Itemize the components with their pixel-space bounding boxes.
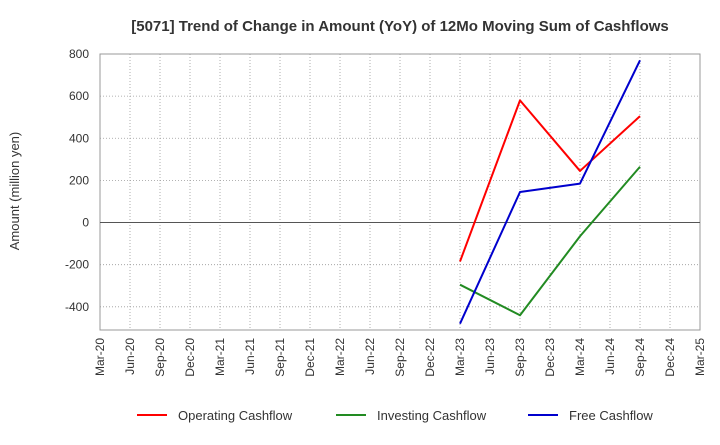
legend-label-free-cashflow: Free Cashflow <box>569 408 653 423</box>
series-line-free-cashflow <box>459 59 641 325</box>
x-tick-label: Sep-24 <box>633 338 647 377</box>
x-tick-label: Sep-22 <box>393 338 407 377</box>
chart-title: [5071] Trend of Change in Amount (YoY) o… <box>131 18 669 35</box>
series-line-operating-cashflow <box>459 99 641 262</box>
legend: Operating Cashflow Investing Cashflow Free… <box>137 408 653 423</box>
y-tick-label: 600 <box>69 89 89 103</box>
x-tick-label: Mar-20 <box>93 338 107 376</box>
x-tick-label: Sep-23 <box>513 338 527 377</box>
y-tick-labels: 800 600 400 200 0 -200 -400 <box>65 47 89 314</box>
x-tick-label: Jun-24 <box>603 338 617 375</box>
x-tick-label: Jun-22 <box>363 338 377 375</box>
y-axis-label: Amount (million yen) <box>7 132 22 251</box>
y-tick-label: 400 <box>69 131 89 145</box>
x-tick-label: Sep-20 <box>153 338 167 377</box>
x-tick-label: Mar-22 <box>333 338 347 376</box>
x-tick-label: Mar-21 <box>213 338 227 376</box>
grid <box>99 53 701 331</box>
x-tick-label: Jun-23 <box>483 338 497 375</box>
y-tick-label: -400 <box>65 300 89 314</box>
x-tick-label: Mar-25 <box>693 338 707 376</box>
series-line-investing-cashflow <box>459 166 641 317</box>
legend-label-operating-cashflow: Operating Cashflow <box>178 408 293 423</box>
x-tick-label: Mar-24 <box>573 338 587 376</box>
series-layer <box>459 59 641 325</box>
x-tick-label: Dec-24 <box>663 338 677 377</box>
x-tick-label: Jun-20 <box>123 338 137 375</box>
y-tick-label: 800 <box>69 47 89 61</box>
legend-label-investing-cashflow: Investing Cashflow <box>377 408 487 423</box>
y-tick-label: -200 <box>65 258 89 272</box>
y-tick-label: 200 <box>69 173 89 187</box>
x-tick-label: Dec-21 <box>303 338 317 377</box>
x-tick-label: Sep-21 <box>273 338 287 377</box>
x-tick-label: Jun-21 <box>243 338 257 375</box>
y-tick-label: 0 <box>82 216 89 230</box>
x-tick-label: Dec-20 <box>183 338 197 377</box>
x-tick-label: Dec-23 <box>543 338 557 377</box>
x-tick-label: Dec-22 <box>423 338 437 377</box>
x-tick-labels: Mar-20 Jun-20 Sep-20 Dec-20 Mar-21 Jun-21 Sep-… <box>93 338 707 377</box>
x-tick-label: Mar-23 <box>453 338 467 376</box>
